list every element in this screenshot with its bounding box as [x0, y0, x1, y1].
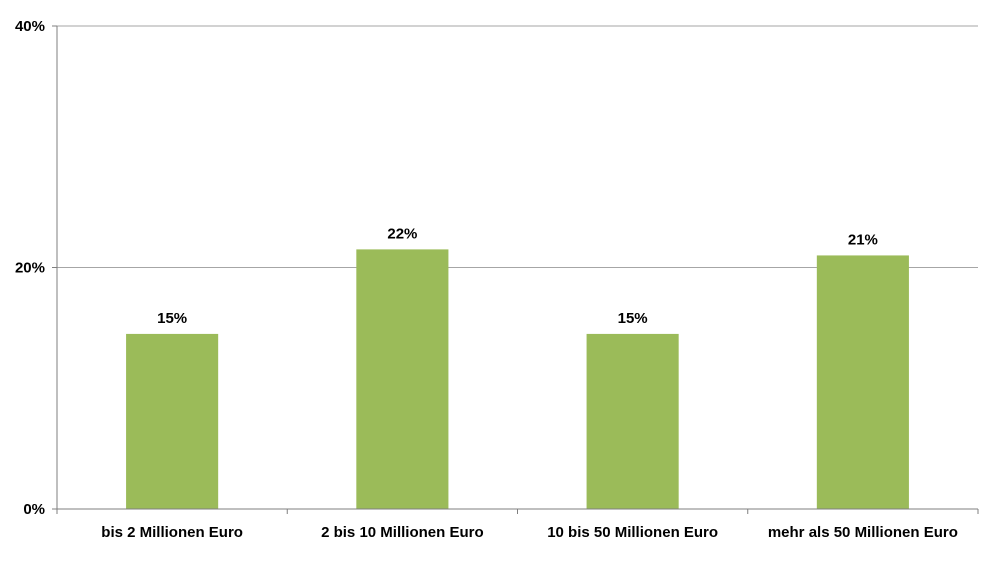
bar-data-label: 21% [848, 231, 878, 248]
gridlines [57, 25, 978, 268]
x-category-label: bis 2 Millionen Euro [101, 524, 243, 541]
x-axis-category-labels: bis 2 Millionen Euro 2 bis 10 Millionen E… [101, 524, 958, 541]
y-tick-label: 0% [23, 501, 45, 518]
axes [52, 25, 979, 514]
x-category-label: 2 bis 10 Millionen Euro [321, 524, 484, 541]
bar [586, 333, 679, 509]
x-category-label: mehr als 50 Millionen Euro [768, 524, 958, 541]
bar [126, 333, 219, 509]
bar-data-label: 15% [157, 310, 187, 327]
y-axis-tick-labels: 0% 20% 40% [15, 18, 45, 518]
y-tick-label: 40% [15, 18, 45, 35]
x-category-label: 10 bis 50 Millionen Euro [547, 524, 718, 541]
data-labels: 15% 22% 15% 21% [157, 225, 878, 327]
bar-data-label: 22% [387, 225, 417, 242]
y-tick-label: 20% [15, 260, 45, 277]
bar-data-label: 15% [618, 310, 648, 327]
bar [816, 255, 909, 509]
bars [126, 249, 909, 509]
bar [356, 249, 449, 509]
